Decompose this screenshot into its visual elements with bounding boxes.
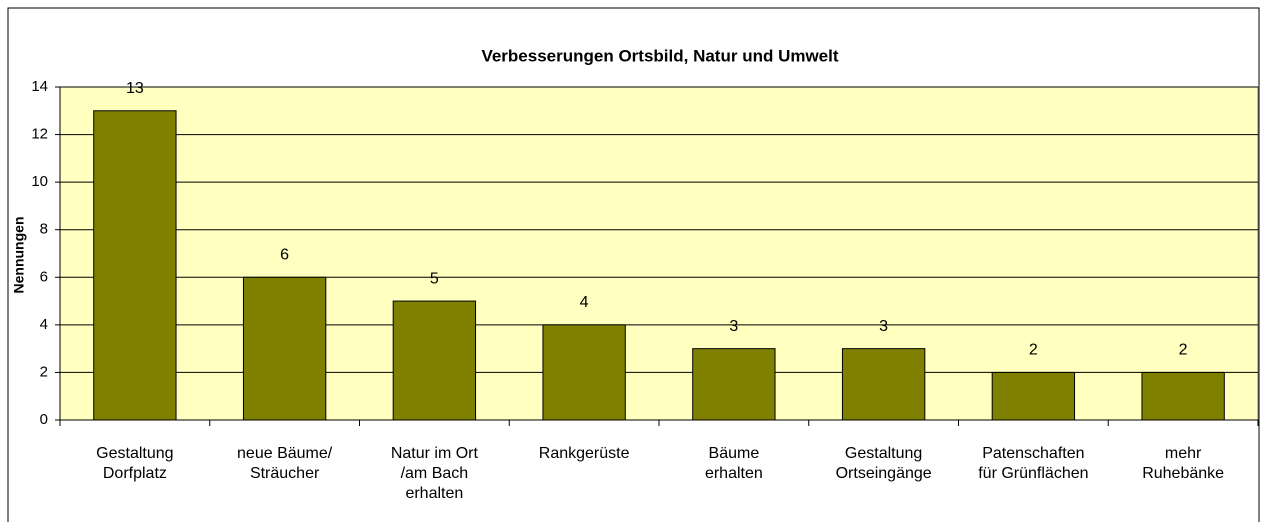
y-tick-label: 10 xyxy=(31,173,48,190)
bar xyxy=(542,324,626,421)
x-tick-label: Bäume erhalten xyxy=(704,445,763,482)
x-tick-label: Patenschaften für Grünflächen xyxy=(978,445,1089,482)
data-label: 13 xyxy=(126,80,144,97)
data-label: 3 xyxy=(879,318,888,335)
x-tick-label: Gestaltung Dorfplatz xyxy=(96,445,174,482)
x-tick-label: neue Bäume/ Sträucher xyxy=(237,445,333,482)
chart-title: Verbesserungen Ortsbild, Natur und Umwel… xyxy=(481,46,838,65)
y-tick-label: 12 xyxy=(31,126,48,143)
y-tick-label: 8 xyxy=(40,221,48,238)
data-label: 6 xyxy=(280,247,289,264)
data-label: 2 xyxy=(1179,342,1188,359)
bar xyxy=(93,110,177,421)
x-tick-label: mehr Ruhebänke xyxy=(1142,445,1225,482)
x-tick-label: Gestaltung Ortseingänge xyxy=(835,445,932,482)
bar xyxy=(392,300,477,421)
data-label: 2 xyxy=(1029,342,1038,359)
bar xyxy=(991,371,1076,421)
y-tick-label: 0 xyxy=(40,411,48,428)
y-tick-label: 14 xyxy=(31,78,48,95)
x-tick-label: Rankgerüste xyxy=(538,445,630,462)
y-axis-label: Nennungen xyxy=(11,217,27,294)
data-label: 4 xyxy=(580,294,589,311)
y-tick-label: 2 xyxy=(40,363,48,380)
bar xyxy=(841,348,926,421)
plot-area xyxy=(59,86,1259,421)
bar xyxy=(1141,371,1225,421)
y-tick-label: 4 xyxy=(40,316,48,333)
bar xyxy=(692,348,776,421)
y-tick-label: 6 xyxy=(40,268,48,285)
data-label: 5 xyxy=(430,270,439,287)
data-label: 3 xyxy=(729,318,738,335)
x-tick-label: Natur im Ort /am Bach erhalten xyxy=(390,445,478,502)
bar xyxy=(242,276,327,421)
